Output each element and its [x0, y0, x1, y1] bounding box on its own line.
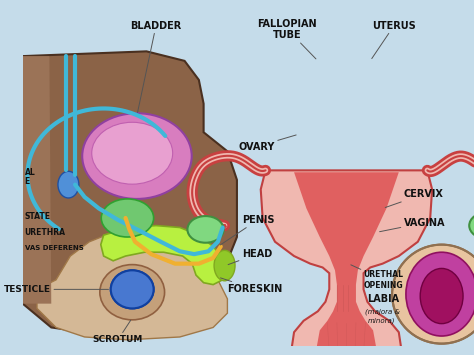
Text: LABIA: LABIA	[367, 294, 400, 304]
Ellipse shape	[111, 270, 154, 308]
Ellipse shape	[58, 171, 79, 198]
Text: VAS DEFERENS: VAS DEFERENS	[25, 245, 83, 251]
Polygon shape	[23, 51, 237, 337]
Text: BLADDER: BLADDER	[130, 21, 182, 113]
Text: PENIS: PENIS	[220, 215, 274, 245]
Text: FALLOPIAN
TUBE: FALLOPIAN TUBE	[257, 19, 317, 59]
Text: E: E	[25, 177, 30, 186]
Polygon shape	[101, 225, 228, 285]
Text: minora): minora)	[367, 317, 395, 324]
Ellipse shape	[406, 252, 474, 336]
Text: CERVIX: CERVIX	[385, 189, 443, 208]
Text: URETHRA: URETHRA	[25, 228, 65, 237]
Text: SCROTUM: SCROTUM	[93, 320, 143, 344]
Text: FORESKIN: FORESKIN	[220, 278, 283, 294]
Text: URETHAL
OPENING: URETHAL OPENING	[351, 265, 403, 290]
Text: STATE: STATE	[25, 212, 51, 220]
Polygon shape	[261, 170, 432, 355]
Polygon shape	[23, 56, 51, 304]
Text: (majora &: (majora &	[365, 308, 401, 315]
Ellipse shape	[469, 212, 474, 239]
Text: HEAD: HEAD	[228, 249, 272, 264]
Ellipse shape	[187, 216, 224, 243]
Ellipse shape	[420, 268, 463, 324]
Text: AL: AL	[25, 168, 36, 177]
Text: OVARY: OVARY	[238, 135, 296, 152]
Circle shape	[392, 245, 474, 344]
Polygon shape	[37, 228, 228, 340]
Text: UTERUS: UTERUS	[372, 21, 416, 59]
Ellipse shape	[82, 113, 191, 199]
Ellipse shape	[101, 199, 154, 237]
Text: VAGINA: VAGINA	[380, 218, 445, 232]
Polygon shape	[294, 172, 399, 355]
Ellipse shape	[111, 270, 154, 308]
Ellipse shape	[214, 250, 235, 281]
Ellipse shape	[92, 122, 173, 184]
Text: TESTICLE: TESTICLE	[4, 285, 109, 294]
Ellipse shape	[100, 264, 164, 320]
